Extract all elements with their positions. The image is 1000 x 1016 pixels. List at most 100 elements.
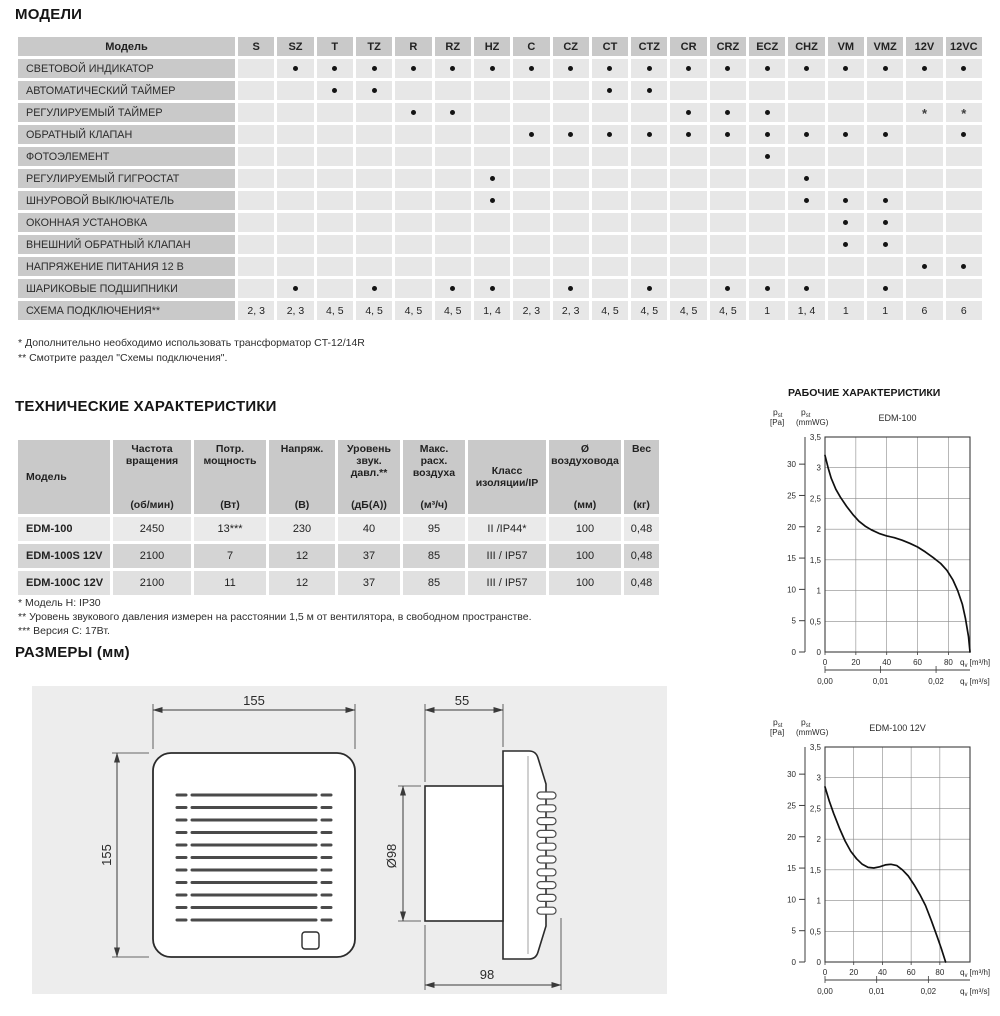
matrix-cell [591, 169, 629, 188]
performance-chart-edm-100-12v: 0 5 10 15 20 25 30 0 0,5 1 1,5 2 2,5 3 3,5 0 20 40 60 80 qv … [770, 717, 990, 998]
matrix-cell [945, 125, 982, 144]
feature-dot [882, 242, 888, 248]
svg-text:30: 30 [787, 770, 796, 779]
matrix-cell [867, 147, 904, 166]
feature-dot [961, 264, 967, 270]
svg-text:2,5: 2,5 [810, 804, 822, 813]
svg-text:EDM-100: EDM-100 [878, 413, 916, 423]
svg-text:0,01: 0,01 [873, 677, 889, 686]
feature-dot [371, 66, 377, 72]
matrix-row-label: РЕГУЛИРУЕМЫЙ ТАЙМЕР [18, 103, 235, 122]
matrix-cell [395, 147, 432, 166]
matrix-cell: * [945, 103, 982, 122]
svg-text:pst: pst [773, 407, 783, 419]
matrix-cell [513, 147, 550, 166]
matrix-cell [827, 125, 864, 144]
matrix-cell [591, 279, 629, 298]
matrix-cell [277, 257, 314, 276]
models-footnotes: * Дополнительно необходимо использовать … [18, 336, 365, 366]
matrix-cell [827, 103, 864, 122]
footnote-line: ** Уровень звукового давления измерен на… [18, 611, 532, 623]
svg-text:20: 20 [787, 833, 796, 842]
matrix-column-header: VMZ [867, 37, 904, 56]
matrix-cell [670, 279, 707, 298]
matrix-cell [552, 103, 589, 122]
matrix-cell [277, 213, 314, 232]
matrix-cell [827, 235, 864, 254]
matrix-cell: 1, 4 [473, 301, 511, 320]
matrix-cell [355, 257, 393, 276]
matrix-cell [631, 279, 668, 298]
matrix-cell: 2, 3 [513, 301, 550, 320]
feature-dot [921, 66, 927, 72]
tech-row: EDM-100S 12V 2100 7 12 37 85 III / IP57 100 0,48 [18, 544, 659, 568]
matrix-cell [316, 213, 353, 232]
matrix-cell [591, 81, 629, 100]
matrix-cell [591, 59, 629, 78]
svg-text:1: 1 [817, 897, 822, 906]
matrix-cell [945, 257, 982, 276]
feature-dot [568, 286, 574, 292]
tech-column-header: Уровень звук. давл.** (дБ(А)) [338, 440, 400, 514]
tech-value-cell: 37 [338, 544, 400, 568]
matrix-cell [709, 257, 747, 276]
svg-text:25: 25 [787, 801, 796, 810]
matrix-cell [316, 103, 353, 122]
svg-text:30: 30 [787, 460, 796, 469]
matrix-cell: 4, 5 [395, 301, 432, 320]
matrix-cell [395, 169, 432, 188]
matrix-cell [670, 125, 707, 144]
matrix-cell [709, 279, 747, 298]
matrix-cell [867, 169, 904, 188]
matrix-cell [945, 191, 982, 210]
svg-text:2: 2 [817, 525, 822, 534]
matrix-cell [827, 147, 864, 166]
matrix-cell [788, 169, 825, 188]
matrix-cell [238, 279, 275, 298]
svg-text:0: 0 [792, 958, 797, 967]
matrix-cell: 4, 5 [631, 301, 668, 320]
matrix-row: ОКОННАЯ УСТАНОВКА [18, 213, 982, 232]
feature-dot [371, 286, 377, 292]
tech-value-cell: 2100 [113, 544, 191, 568]
tech-value-cell: II /IP44* [468, 517, 546, 541]
feature-dot [804, 132, 810, 138]
matrix-cell [473, 235, 511, 254]
tech-value-cell: 11 [194, 571, 266, 595]
matrix-cell: 2, 3 [238, 301, 275, 320]
matrix-cell [277, 191, 314, 210]
matrix-cell [945, 279, 982, 298]
feature-dot [332, 66, 338, 72]
feature-dot [646, 88, 652, 94]
tech-header-row: Модель Частота вращения (об/мин) Потр. мощн… [18, 440, 659, 514]
matrix-cell [238, 169, 275, 188]
matrix-cell [709, 81, 747, 100]
matrix-cell [552, 213, 589, 232]
matrix-row-label: ШНУРОВОЙ ВЫКЛЮЧАТЕЛЬ [18, 191, 235, 210]
svg-text:1: 1 [817, 587, 822, 596]
matrix-row: АВТОМАТИЧЕСКИЙ ТАЙМЕР [18, 81, 982, 100]
matrix-column-header: SZ [277, 37, 314, 56]
feature-dot [528, 132, 534, 138]
matrix-column-header: T [316, 37, 353, 56]
matrix-cell [238, 257, 275, 276]
matrix-cell [788, 235, 825, 254]
matrix-cell: 2, 3 [277, 301, 314, 320]
matrix-cell: 1 [827, 301, 864, 320]
matrix-cell [355, 125, 393, 144]
svg-text:20: 20 [787, 523, 796, 532]
models-feature-matrix: Модель S SZ T TZ R RZ HZ C CZ CT CTZ CR CRZ ECZ CHZ VM VM… [15, 34, 985, 323]
matrix-cell [788, 257, 825, 276]
feature-dot [410, 110, 416, 116]
feature-dot [882, 286, 888, 292]
matrix-cell [788, 81, 825, 100]
svg-text:1,5: 1,5 [810, 556, 822, 565]
matrix-cell [277, 279, 314, 298]
grille-slats [175, 793, 333, 922]
matrix-cell [788, 147, 825, 166]
matrix-cell: 4, 5 [591, 301, 629, 320]
matrix-cell [749, 103, 786, 122]
feature-dot [961, 132, 967, 138]
feature-dot [804, 286, 810, 292]
